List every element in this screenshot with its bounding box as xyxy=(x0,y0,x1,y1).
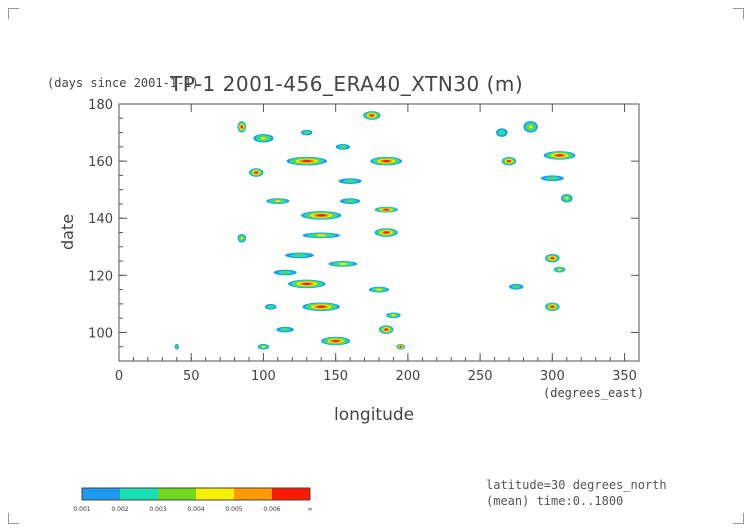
x-tick-label: 200 xyxy=(395,369,420,384)
heat-feature xyxy=(302,232,340,239)
heat-feature xyxy=(501,156,517,166)
footnote-latitude: latitude=30 degrees_north xyxy=(486,478,667,492)
y-tick-label: 120 xyxy=(88,269,113,284)
heat-feature xyxy=(338,178,362,184)
heat-feature xyxy=(496,128,508,137)
heat-feature xyxy=(386,312,401,319)
heat-feature xyxy=(374,228,398,237)
heat-feature xyxy=(328,261,358,267)
heat-feature xyxy=(545,253,560,263)
footnote-time: (mean) time:0..1800 xyxy=(486,494,624,508)
heat-feature xyxy=(174,343,179,350)
heat-feature xyxy=(264,303,277,310)
colorbar-swatch xyxy=(234,488,272,500)
colorbar-swatch xyxy=(272,488,310,500)
heat-feature xyxy=(553,266,566,273)
y-axis-label: date xyxy=(58,213,77,250)
chart-title: TP-1 2001-456_ERA40_XTN30 (m) xyxy=(170,72,524,96)
heat-feature xyxy=(396,343,405,350)
colorbar-swatch xyxy=(158,488,196,500)
heat-feature xyxy=(543,151,576,160)
x-tick-label: 300 xyxy=(540,369,565,384)
heat-feature xyxy=(286,156,327,166)
y-tick-label: 140 xyxy=(88,212,113,227)
corner-mark-br xyxy=(733,513,744,524)
corner-mark-tr xyxy=(733,8,744,19)
x-axis-unit: (degrees_east) xyxy=(543,386,645,400)
heat-feature xyxy=(249,168,264,177)
heat-feature xyxy=(370,156,403,166)
corner-mark-tl xyxy=(8,8,19,19)
x-tick-label: 0 xyxy=(115,369,123,384)
heat-feature xyxy=(273,269,297,276)
heat-feature xyxy=(523,121,538,133)
colorbar-label: 0.005 xyxy=(225,506,242,513)
colorbar-label: 0.001 xyxy=(73,506,90,513)
heat-feature xyxy=(363,111,381,120)
colorbar-label: ∞ xyxy=(308,506,313,513)
x-tick-label: 350 xyxy=(612,369,637,384)
x-axis-label: longitude xyxy=(334,405,415,425)
heat-feature xyxy=(253,133,274,143)
heat-feature xyxy=(368,286,390,293)
x-tick-label: 250 xyxy=(468,369,493,384)
colorbar-swatch xyxy=(82,488,120,500)
heat-feature xyxy=(379,325,394,334)
colorbar-label: 0.003 xyxy=(149,506,166,513)
heat-feature xyxy=(301,129,313,136)
heat-feature xyxy=(301,211,342,220)
heat-feature xyxy=(340,198,361,204)
heat-feature xyxy=(276,326,294,333)
heat-feature xyxy=(285,252,314,259)
x-tick-label: 100 xyxy=(251,369,276,384)
heat-feature xyxy=(374,206,398,213)
colorbar-frame xyxy=(81,487,311,501)
x-tick-label: 50 xyxy=(183,369,200,384)
heat-feature xyxy=(302,302,340,312)
colorbar: 0.001 0.002 0.003 0.004 0.005 0.006 ∞ xyxy=(73,487,313,513)
colorbar-swatch xyxy=(196,488,234,500)
y-tick-label: 180 xyxy=(88,98,113,113)
colorbar-label: 0.006 xyxy=(263,506,280,513)
heat-feature xyxy=(237,121,247,133)
heat-feature xyxy=(509,283,524,290)
heat-feature xyxy=(561,193,573,203)
heat-feature xyxy=(540,175,564,182)
colorbar-label: 0.002 xyxy=(111,506,128,513)
y-tick-label: 160 xyxy=(88,155,113,170)
heat-feature xyxy=(335,143,351,150)
colorbar-label: 0.004 xyxy=(187,506,204,513)
x-tick-label: 150 xyxy=(323,369,348,384)
y-tick-label: 100 xyxy=(88,326,113,341)
heat-feature xyxy=(257,343,270,350)
colorbar-swatch xyxy=(120,488,158,500)
heat-feature xyxy=(321,336,351,346)
heat-feature xyxy=(288,279,326,289)
heat-feature xyxy=(545,302,560,312)
heat-feature xyxy=(237,233,247,243)
heat-feature xyxy=(266,198,290,204)
corner-mark-bl xyxy=(8,513,19,524)
units-note: (days since 2001-1-1) xyxy=(47,76,199,90)
